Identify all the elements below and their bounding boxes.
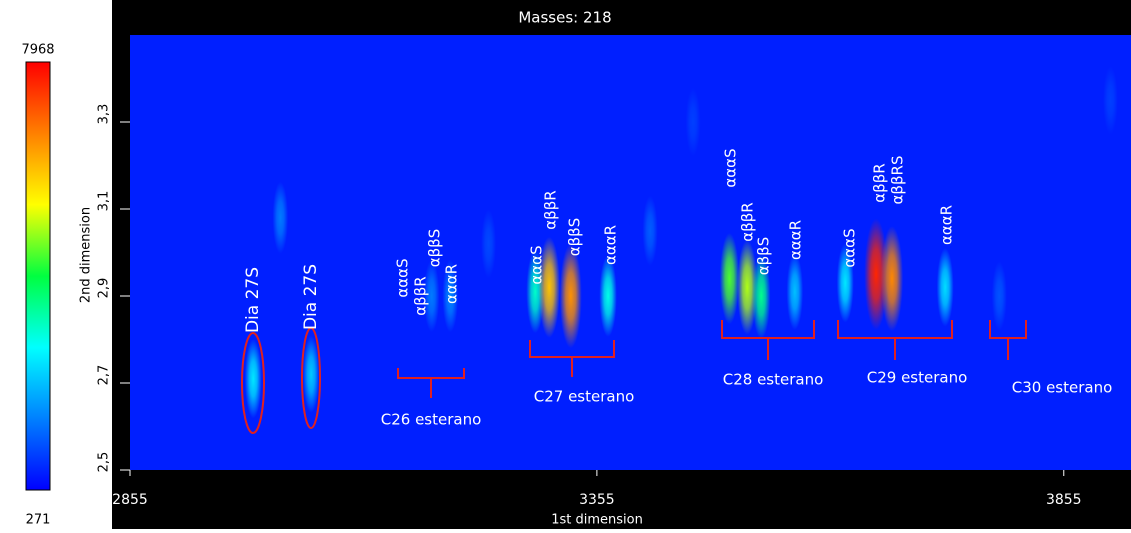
y-tick-label: 3,1: [97, 191, 112, 212]
peak: [836, 243, 854, 323]
bracket: [529, 340, 615, 377]
peak: [538, 236, 560, 338]
bracket: [397, 368, 465, 398]
group-label: C26 esterano: [381, 411, 482, 429]
y-tick-label: 3,3: [97, 104, 112, 125]
peak-label: αββR: [871, 163, 889, 202]
peak-label: αααS: [722, 148, 740, 187]
peak: [481, 209, 497, 279]
peak: [880, 226, 904, 332]
peak: [786, 253, 804, 330]
peak: [1103, 66, 1118, 135]
peak-circle: [241, 332, 265, 434]
peak-label: αββR: [542, 190, 560, 229]
x-tick-label: 2855: [112, 492, 148, 508]
x-tick-label: 3355: [579, 492, 615, 508]
plot-area: [130, 35, 1131, 470]
bracket: [837, 320, 953, 360]
x-axis-label: 1st dimension: [551, 513, 643, 528]
y-tick-label: 2,7: [97, 365, 112, 386]
peak-label: αββS: [755, 237, 773, 276]
y-axis-label: 2nd dimension: [79, 207, 94, 303]
y-tick-label: 2,9: [97, 278, 112, 299]
peak: [642, 195, 658, 266]
peak: [244, 339, 262, 419]
peak: [272, 181, 289, 254]
peak: [737, 239, 758, 335]
group-label: C28 esterano: [723, 371, 824, 389]
x-tick-label: 3855: [1046, 492, 1082, 508]
peaks: [244, 66, 1118, 419]
peak-label: αααR: [602, 225, 620, 265]
peak-label: αααR: [787, 220, 805, 260]
annotations: [241, 320, 1027, 434]
peak-label: αββR: [739, 202, 757, 241]
peak-label: αααS: [841, 228, 859, 267]
peak: [864, 218, 888, 331]
colorbar-min-label: 271: [26, 513, 51, 528]
group-label: C30 esterano: [1012, 379, 1113, 397]
peak-label: αββRS: [889, 156, 907, 205]
peak: [991, 261, 1007, 331]
peak: [936, 248, 954, 327]
peak: [685, 87, 701, 157]
peak-label: αββS: [426, 229, 444, 268]
peak-label: αββS: [566, 218, 584, 257]
chart-title: Masses: 218: [518, 9, 611, 27]
group-label: C27 esterano: [534, 388, 635, 406]
peak-label: αααR: [938, 205, 956, 245]
peak: [599, 255, 617, 337]
peak: [559, 243, 582, 349]
colorbar: [25, 61, 51, 491]
peak-label: αααR: [443, 264, 461, 304]
y-tick-label: 2,5: [97, 452, 112, 473]
peak-label: αααS: [394, 258, 412, 297]
colorbar-max-label: 7968: [21, 43, 54, 58]
group-label: C29 esterano: [867, 369, 968, 387]
peak: [442, 259, 459, 333]
peak: [423, 260, 440, 332]
peak-label: αααS: [528, 245, 546, 284]
peak: [752, 253, 771, 339]
peak-label: Dia 27S: [301, 264, 321, 330]
peak-circle: [301, 327, 321, 429]
bracket: [721, 320, 815, 360]
peak-label: αββR: [412, 276, 430, 315]
peak: [719, 232, 740, 325]
peak: [302, 335, 320, 413]
peak-label: Dia 27S: [243, 267, 263, 333]
bracket: [989, 320, 1027, 360]
